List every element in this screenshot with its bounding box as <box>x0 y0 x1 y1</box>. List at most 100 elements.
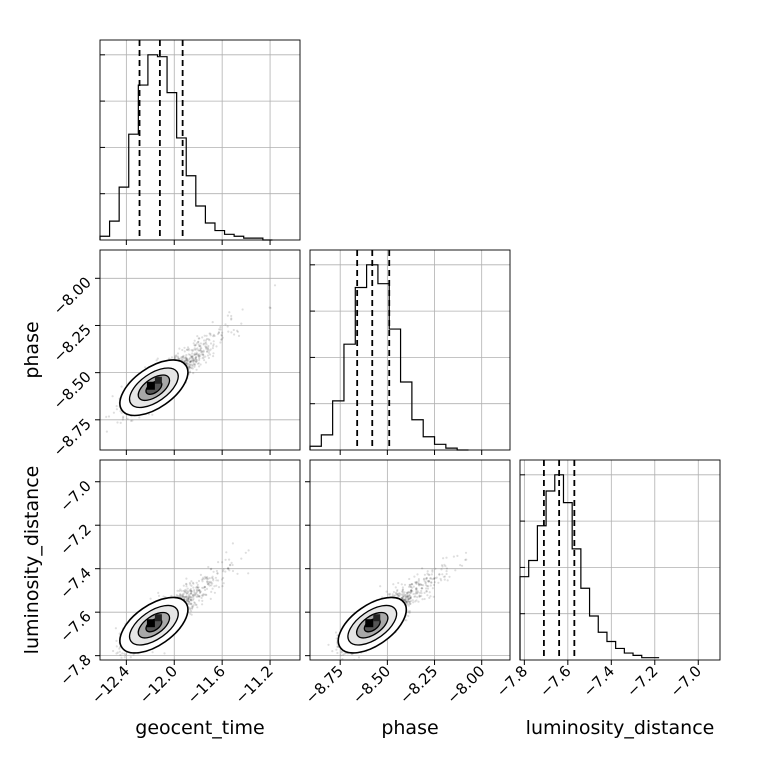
scatter-point <box>231 569 235 573</box>
scatter-point <box>219 341 222 344</box>
scatter-point <box>269 306 272 310</box>
scatter-point <box>195 581 198 584</box>
scatter-point <box>198 345 201 348</box>
scatter-point <box>192 586 195 589</box>
scatter-point <box>189 367 192 370</box>
scatter-point <box>208 349 211 352</box>
scatter-point <box>207 356 210 360</box>
scatter-point <box>208 353 212 356</box>
scatter-point <box>197 354 200 357</box>
scatter-point <box>197 362 200 365</box>
scatter-point <box>185 348 189 351</box>
scatter-point <box>182 354 185 357</box>
scatter-point <box>209 334 212 337</box>
scatter-point <box>202 576 205 579</box>
scatter-point <box>190 357 193 360</box>
scatter-point <box>203 585 206 588</box>
scatter-point <box>178 594 181 597</box>
scatter-point <box>194 357 197 361</box>
scatter-point <box>193 344 196 347</box>
scatter-point <box>203 586 207 589</box>
scatter-point <box>205 346 208 349</box>
scatter-point <box>174 355 177 358</box>
scatter-point <box>183 346 186 349</box>
scatter-point <box>203 334 206 337</box>
scatter-point <box>174 357 177 360</box>
scatter-point <box>232 328 235 332</box>
scatter-point <box>211 347 214 350</box>
scatter-point <box>185 599 189 603</box>
scatter-point <box>114 627 117 630</box>
scatter-point <box>215 569 218 573</box>
scatter-point <box>124 653 127 656</box>
scatter-point <box>180 595 183 598</box>
scatter-point <box>193 347 196 350</box>
scatter-point <box>197 337 200 340</box>
histogram-frame <box>309 249 511 451</box>
scatter-point <box>213 334 216 338</box>
scatter-point <box>203 339 206 342</box>
scatter-point <box>185 357 188 360</box>
scatter-point <box>193 363 196 366</box>
scatter-point <box>203 585 206 589</box>
histogram-panel-phase <box>309 249 511 451</box>
scatter-point <box>191 605 194 608</box>
scatter-point <box>192 594 195 597</box>
scatter-point <box>205 343 208 346</box>
scatter-point <box>195 348 198 351</box>
scatter-point <box>183 359 187 362</box>
scatter-point <box>188 589 192 592</box>
scatter-point <box>189 360 192 363</box>
scatter-point <box>188 371 191 374</box>
scatter-point <box>178 358 181 361</box>
scatter-point <box>186 362 189 365</box>
scatter-point <box>187 349 190 352</box>
scatter-point <box>181 594 184 598</box>
scatter-point <box>192 359 196 362</box>
scatter-point <box>212 344 215 347</box>
scatter-point <box>205 587 209 591</box>
scatter-point <box>201 336 204 339</box>
scatter-point <box>207 565 210 569</box>
scatter-point <box>193 364 196 367</box>
scatter-point <box>229 564 232 567</box>
scatter-point <box>186 363 189 366</box>
scatter-point <box>194 344 197 347</box>
scatter-point <box>193 352 196 355</box>
scatter-point <box>188 358 191 361</box>
scatter-point <box>202 343 205 346</box>
scatter-point <box>191 352 194 355</box>
scatter-point <box>209 348 212 351</box>
scatter-point <box>201 357 204 360</box>
scatter-point <box>199 363 202 366</box>
scatter-point <box>236 572 239 575</box>
scatter-point <box>197 340 200 344</box>
scatter-point <box>204 345 207 348</box>
scatter-point <box>185 599 188 603</box>
scatter-point <box>190 355 194 358</box>
scatter-point <box>185 359 188 362</box>
scatter-point <box>188 366 191 369</box>
scatter-point <box>185 592 188 595</box>
scatter-point <box>192 360 195 363</box>
scatter-point <box>198 349 201 352</box>
scatter-point <box>107 415 111 418</box>
scatter-point <box>211 582 214 585</box>
scatter-point <box>168 357 171 360</box>
scatter-point <box>220 338 223 341</box>
scatter-point <box>211 321 214 324</box>
scatter-point <box>202 349 205 352</box>
scatter-point <box>202 350 205 353</box>
scatter-point <box>201 586 204 589</box>
scatter-point <box>202 356 205 359</box>
scatter-point <box>209 332 212 335</box>
scatter-point <box>130 419 133 422</box>
scatter-point <box>189 595 192 598</box>
scatter-point <box>192 348 195 351</box>
scatter-point <box>230 331 233 334</box>
scatter-point <box>190 360 193 363</box>
scatter-point <box>193 590 196 593</box>
scatter-point <box>204 355 207 358</box>
scatter-point <box>188 364 191 367</box>
scatter-point <box>199 345 202 348</box>
